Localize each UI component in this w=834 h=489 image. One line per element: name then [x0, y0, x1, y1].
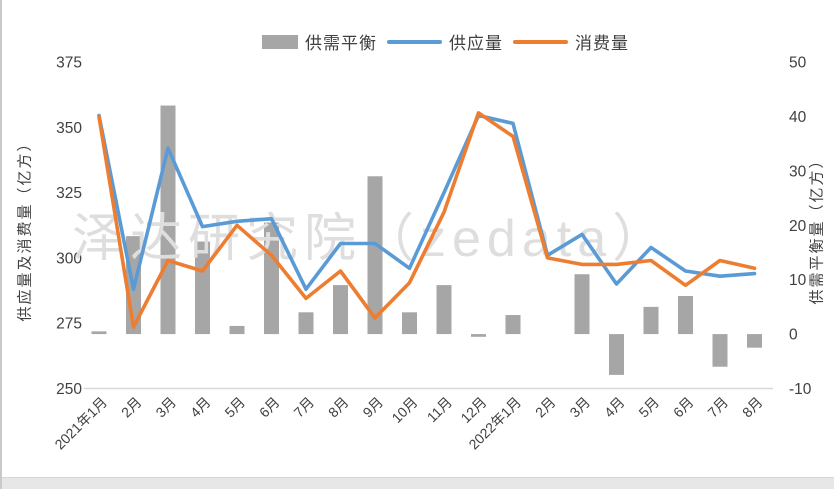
legend-label-consumption: 消费量: [575, 34, 629, 53]
left-axis-tick: 300: [56, 250, 82, 267]
balance-bar: [643, 306, 659, 335]
balance-bar: [678, 295, 693, 335]
supply-line-swatch-icon: [387, 39, 442, 44]
right-axis-tick: 50: [789, 55, 807, 72]
left-axis-tick: 325: [56, 185, 82, 202]
legend-label-balance: 供需平衡: [305, 34, 377, 53]
legend-item-consumption: 消费量: [513, 29, 629, 54]
balance-bar: [574, 274, 590, 335]
balance-bar: [91, 331, 107, 335]
left-axis-tick: 375: [56, 55, 82, 72]
balance-bar: [505, 315, 521, 335]
right-axis-tick: 10: [789, 272, 807, 289]
balance-bar: [712, 334, 728, 367]
legend-item-balance: 供需平衡: [262, 29, 377, 54]
legend-item-supply: 供应量: [387, 29, 503, 54]
supply-line: [97, 113, 757, 292]
right-axis-tick: 20: [789, 218, 807, 235]
balance-bar: [436, 285, 452, 335]
left-axis-tick: 275: [56, 316, 82, 333]
balance-bar: [298, 312, 314, 335]
balance-bar: [333, 285, 348, 335]
balance-bar-swatch-icon: [262, 34, 298, 49]
balance-bar: [402, 312, 417, 335]
left-axis-tick: 250: [56, 381, 82, 398]
watermark: 泽达研究院（zedata）: [72, 210, 671, 268]
left-axis-tick: 350: [56, 120, 82, 137]
legend-label-supply: 供应量: [449, 34, 503, 53]
consumption-line-swatch-icon: [513, 39, 568, 44]
consumption-line: [97, 111, 757, 329]
right-axis-tick: 30: [789, 163, 807, 180]
balance-bar: [229, 325, 245, 335]
window-bottom-strip: [2, 477, 834, 489]
right-axis-tick: 40: [789, 109, 807, 126]
balance-bar: [609, 334, 624, 375]
balance-bar: [747, 334, 762, 348]
balance-bar: [367, 176, 383, 335]
chart-legend: 供需平衡 供应量 消费量: [262, 29, 629, 54]
balance-bar: [471, 334, 486, 337]
right-axis-tick: -10: [789, 381, 812, 398]
right-axis-tick: 0: [789, 327, 798, 344]
